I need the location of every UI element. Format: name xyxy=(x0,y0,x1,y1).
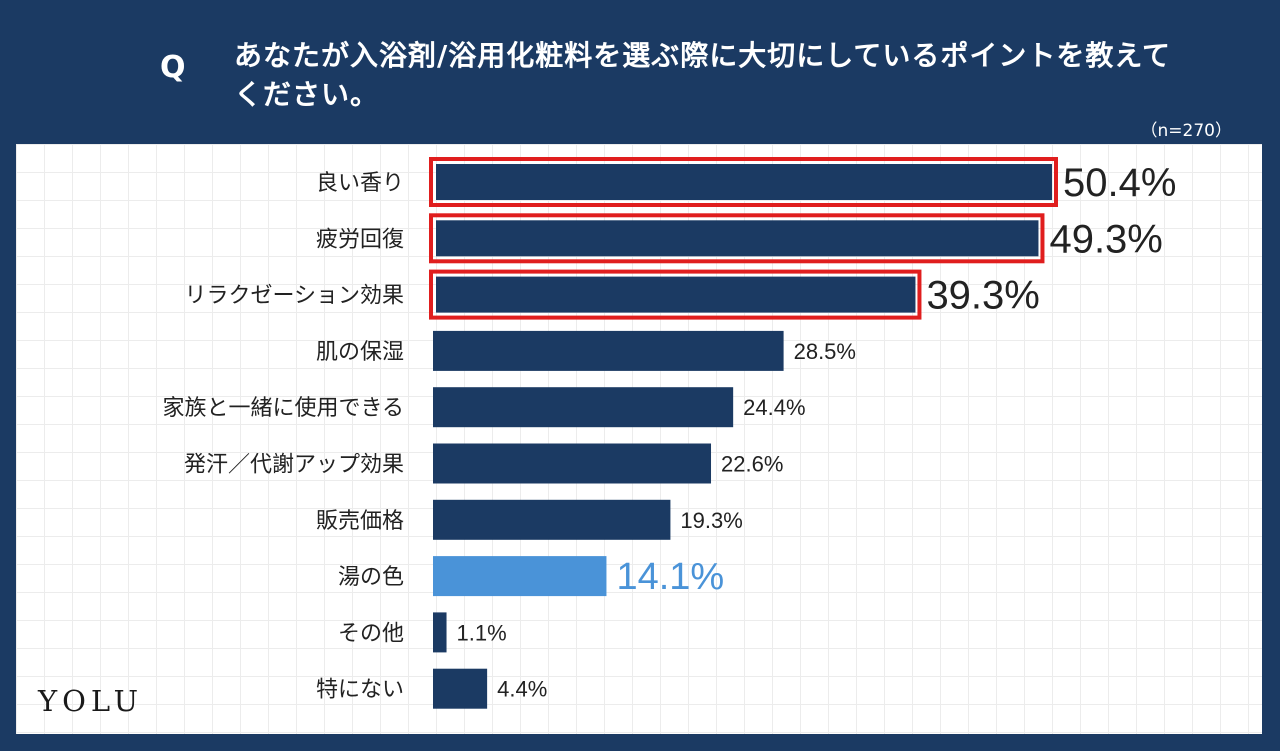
category-label: 疲労回復 xyxy=(316,227,404,252)
value-label: 1.1% xyxy=(457,620,507,645)
bar xyxy=(433,387,734,428)
bar-highlight-outline xyxy=(429,157,1058,207)
value-label: 24.4% xyxy=(743,395,805,420)
category-label: 肌の保湿 xyxy=(316,340,404,365)
bar xyxy=(433,612,447,653)
category-label: その他 xyxy=(338,621,404,646)
bar xyxy=(433,443,712,484)
bar-highlight-outline xyxy=(429,269,922,320)
value-label: 22.6% xyxy=(721,452,783,477)
bar xyxy=(433,668,488,709)
value-label: 14.1% xyxy=(616,556,724,598)
value-label: 49.3% xyxy=(1049,217,1162,261)
bar xyxy=(433,499,671,540)
category-label: 家族と一緒に使用できる xyxy=(162,396,404,421)
bar-highlight-outline xyxy=(429,213,1045,264)
sample-size-label: （n=270） xyxy=(1140,121,1232,141)
category-label: 特にない xyxy=(316,678,404,703)
value-label: 4.4% xyxy=(497,677,547,702)
bar xyxy=(436,220,1039,257)
category-label: 販売価格 xyxy=(316,509,404,534)
category-label: 発汗／代謝アップ効果 xyxy=(184,453,404,478)
bar xyxy=(436,164,1052,200)
bar xyxy=(436,276,916,313)
bar xyxy=(433,330,784,371)
value-label: 39.3% xyxy=(926,274,1039,318)
yolu-logo: YOLU xyxy=(38,684,144,718)
category-label: リラクゼーション効果 xyxy=(184,284,404,309)
bar xyxy=(433,556,607,597)
value-label: 50.4% xyxy=(1063,161,1176,205)
value-label: 19.3% xyxy=(680,508,742,533)
category-label: 湯の色 xyxy=(338,565,404,590)
question-mark: Q xyxy=(160,50,186,85)
value-label: 28.5% xyxy=(794,339,856,364)
category-label: 良い香り xyxy=(316,171,404,196)
question-title: あなたが入浴剤/浴用化粧料を選ぶ際に大切にしているポイントを教えてください。 xyxy=(234,39,1171,111)
